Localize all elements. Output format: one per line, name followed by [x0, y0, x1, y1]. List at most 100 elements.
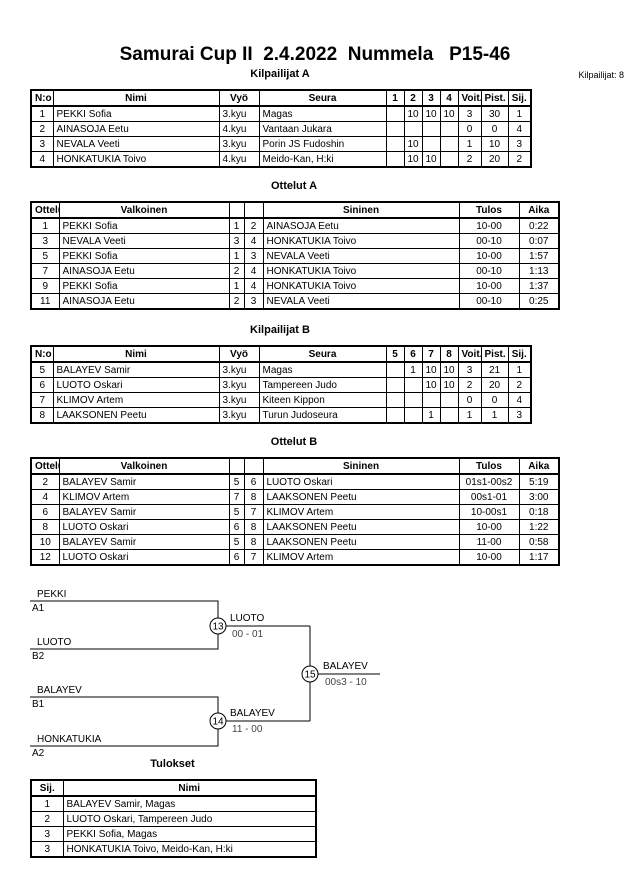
- header-cell: Sij.: [30, 779, 64, 797]
- cell: [403, 392, 423, 408]
- cell: [385, 361, 405, 378]
- row: 11 AINASOJA Eetu 2 3 NEVALA Veeti 00-10 0:25: [30, 293, 560, 310]
- cell: 2: [507, 377, 532, 393]
- cell: 4: [243, 278, 264, 294]
- cell: 12: [30, 549, 60, 566]
- cell: 4: [507, 392, 532, 408]
- cell: 3: [507, 407, 532, 424]
- header-cell: 1: [385, 89, 405, 107]
- cell: 10: [480, 136, 509, 152]
- cell: 5: [30, 248, 60, 264]
- header-cell: Voit.: [457, 89, 482, 107]
- cell: 7: [228, 489, 245, 505]
- cell: 01s1-00s2: [458, 473, 520, 490]
- match-number: 13: [212, 622, 224, 633]
- cell: 00s1-01: [458, 489, 520, 505]
- header-cell: N:o: [30, 89, 54, 107]
- cell: 10: [403, 105, 423, 122]
- cell: 10: [439, 105, 459, 122]
- cell: 1: [30, 795, 64, 812]
- cell: NEVALA Veeti: [262, 293, 460, 310]
- seed: A2: [32, 748, 45, 759]
- cell: [403, 377, 423, 393]
- cell: [385, 392, 405, 408]
- cell: [385, 407, 405, 424]
- cell: [403, 407, 423, 424]
- cell: [421, 121, 441, 137]
- cell: [385, 121, 405, 137]
- cell: 0: [480, 121, 509, 137]
- table: N:o Nimi Vyö Seura 5 6 7 8 Voit. Pist. Sij. 5 BALAYE…: [30, 345, 532, 424]
- cell: 3.kyu: [218, 105, 260, 122]
- cell: 3: [457, 361, 482, 378]
- cell: 7: [30, 392, 54, 408]
- cell: PEKKI Sofia, Magas: [62, 826, 317, 842]
- cell: 2: [457, 377, 482, 393]
- header-cell: Seura: [258, 345, 387, 363]
- cell: 1: [228, 217, 245, 234]
- cell: PEKKI Sofia: [52, 105, 220, 122]
- table: OtteluValkoinenSininenTulosAika2BALAYEV …: [30, 457, 560, 566]
- cell: 10: [439, 361, 459, 378]
- cell: 3: [457, 105, 482, 122]
- header-row: N:o Nimi Vyö Seura 1 2 3 4 Voit. Pist. Sij.: [30, 89, 532, 107]
- cell: 3:00: [518, 489, 560, 505]
- header-cell: Seura: [258, 89, 387, 107]
- cell: 2: [228, 293, 245, 310]
- cell: BALAYEV Samir, Magas: [62, 795, 317, 812]
- cell: 1: [457, 407, 482, 424]
- cell: 1: [507, 105, 532, 122]
- cell: 0:18: [518, 504, 560, 520]
- cell: 2: [228, 263, 245, 279]
- score: 11 - 00: [232, 724, 263, 735]
- cell: 1:37: [518, 278, 560, 294]
- cell: 3: [30, 136, 54, 152]
- cell: 5: [228, 504, 245, 520]
- cell: 3.kyu: [218, 377, 260, 393]
- cell: 20: [480, 151, 509, 168]
- cell: 00-10: [458, 233, 520, 249]
- header-cell: Nimi: [52, 89, 220, 107]
- cell: 1:13: [518, 263, 560, 279]
- score: 00s3 - 10: [325, 677, 367, 688]
- header-cell: Ottelu: [30, 457, 60, 475]
- cell: LAAKSONEN Peetu: [52, 407, 220, 424]
- cell: 2: [30, 473, 60, 490]
- competitor: PEKKI: [37, 589, 66, 600]
- cell: [385, 136, 405, 152]
- cell: HONKATUKIA Toivo, Meido-Kan, H:ki: [62, 841, 317, 858]
- cell: Kiteen Kippon: [258, 392, 387, 408]
- header-cell: 6: [403, 345, 423, 363]
- cell: BALAYEV Samir: [58, 473, 230, 490]
- table: OtteluValkoinenSininenTulosAika1PEKKI So…: [30, 201, 560, 310]
- row: 8 LUOTO Oskari 6 8 LAAKSONEN Peetu 10-00 1:22: [30, 519, 560, 535]
- cell: 5: [228, 534, 245, 550]
- bracket: 13 LUOTO 00 - 01 PEKKI A1 LUOTO B2 14 BALAYEV 11 …: [30, 589, 380, 759]
- cell: 3: [507, 136, 532, 152]
- cell: Magas: [258, 105, 387, 122]
- cell: 1: [507, 361, 532, 378]
- cell: 10: [30, 534, 60, 550]
- seed: B2: [32, 651, 45, 662]
- cell: [385, 105, 405, 122]
- cell: 1: [30, 105, 54, 122]
- cell: 10-00s1: [458, 504, 520, 520]
- cell: 8: [243, 489, 264, 505]
- cell: 4.kyu: [218, 121, 260, 137]
- header-cell: Sij.: [507, 89, 532, 107]
- cell: 4: [30, 489, 60, 505]
- cell: 5:19: [518, 473, 560, 490]
- cell: KLIMOV Artem: [52, 392, 220, 408]
- seed: A1: [32, 603, 45, 614]
- cell: Meido-Kan, H:ki: [258, 151, 387, 168]
- cell: 1: [403, 361, 423, 378]
- competitor-count: Kilpailijat: 8: [578, 70, 624, 80]
- cell: KLIMOV Artem: [262, 549, 460, 566]
- header-cell: Vyö: [218, 89, 260, 107]
- cell: BALAYEV Samir: [52, 361, 220, 378]
- header-cell: Vyö: [218, 345, 260, 363]
- cell: LUOTO Oskari: [262, 473, 460, 490]
- cell: [439, 121, 459, 137]
- cell: 1: [30, 217, 60, 234]
